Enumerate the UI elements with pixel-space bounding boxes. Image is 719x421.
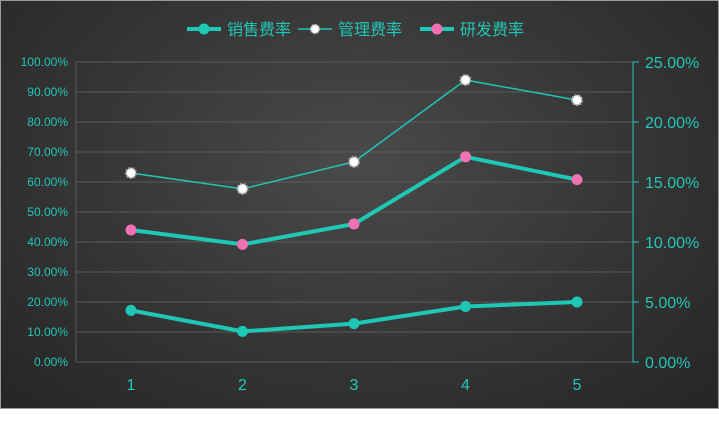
series-line [130, 79, 578, 190]
data-point [460, 151, 471, 163]
data-point [459, 74, 472, 86]
data-point [125, 167, 137, 179]
y-left-tick-label: 70.00% [27, 145, 68, 159]
data-point [348, 155, 360, 168]
x-axis: 1 2 3 4 5 [127, 377, 582, 394]
x-tick-label: 2 [238, 377, 247, 394]
y-left-tick-label: 10.00% [27, 325, 68, 339]
y-right-tick-label: 15.00% [645, 175, 699, 192]
x-tick-label: 5 [573, 377, 582, 394]
y-left-tick-label: 40.00% [27, 235, 68, 249]
y-right-tick-label: 20.00% [645, 115, 699, 132]
data-point [348, 218, 360, 230]
legend-label: 管理费率 [338, 21, 402, 39]
data-point [571, 174, 583, 186]
gridlines [76, 61, 633, 363]
data-point [460, 301, 471, 312]
data-point [571, 94, 583, 107]
y-left-tick-label: 80.00% [27, 115, 68, 129]
y-axis-left: 0.00% 10.00% 20.00% 30.00% 40.00% 50.00% 60.00… [21, 55, 77, 369]
x-tick-label: 4 [461, 377, 470, 394]
y-left-tick-label: 60.00% [27, 175, 68, 189]
data-point [236, 182, 249, 195]
y-right-tick-label: 25.00% [645, 55, 699, 72]
y-left-tick-label: 100.00% [21, 55, 69, 69]
x-tick-label: 1 [127, 377, 136, 394]
data-point [237, 238, 248, 250]
series-line [129, 154, 579, 247]
x-tick-label: 3 [350, 377, 359, 394]
legend: 销售费率 管理费率 研发费率 [187, 21, 524, 39]
data-point [125, 224, 137, 236]
y-right-tick-label: 10.00% [645, 235, 699, 252]
y-left-tick-label: 0.00% [34, 355, 68, 369]
line-chart: 0.00%10.00%20.00%30.00%40.00%50.00%60.00… [21, 21, 700, 394]
y-left-tick-label: 20.00% [27, 295, 68, 309]
legend-marker [198, 23, 210, 35]
series-layer [125, 74, 583, 337]
data-point [571, 296, 583, 308]
data-point [237, 325, 248, 337]
y-left-tick-label: 50.00% [27, 205, 68, 219]
y-left-tick-label: 30.00% [27, 265, 68, 279]
chart-area: 0.00% 10.00% 20.00% 30.00% 40.00% 50.00% 60.00… [0, 0, 719, 409]
y-right-tick-label: 5.00% [645, 295, 690, 312]
data-point [348, 318, 360, 330]
legend-marker [309, 23, 321, 35]
legend-label: 销售费率 [227, 21, 291, 39]
y-axis-right: 0.00% 5.00% 10.00% 15.00% 20.00% 25.00% [632, 55, 699, 372]
legend-label: 研发费率 [460, 21, 524, 39]
y-right-tick-label: 0.00% [645, 355, 690, 372]
legend-marker [431, 23, 443, 35]
y-left-tick-label: 90.00% [27, 85, 68, 99]
data-point [125, 304, 137, 316]
